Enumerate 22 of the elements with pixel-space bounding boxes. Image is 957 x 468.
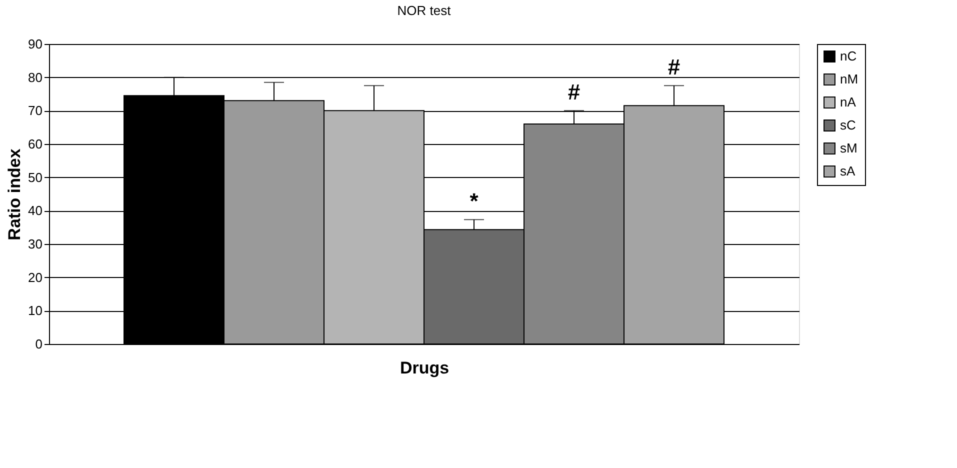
chart-title: NOR test (397, 3, 452, 18)
y-tick-label: 20 (28, 270, 42, 285)
legend-label: nM (840, 72, 858, 86)
legend-label: nC (840, 48, 857, 64)
legend-label: nA (840, 94, 856, 110)
data-label: # (668, 54, 680, 80)
y-tick-label: 50 (28, 170, 42, 185)
legend-label: sA (840, 164, 856, 178)
y-tick-label: 10 (28, 303, 42, 318)
data-label: # (568, 80, 580, 105)
y-tick-label: 60 (28, 136, 42, 152)
x-axis-title: Drugs (400, 358, 450, 378)
legend-label: sC (840, 118, 856, 132)
y-axis-title: Ratio index (5, 148, 24, 240)
y-tick-label: 80 (28, 70, 42, 85)
y-tick-label: 30 (28, 236, 42, 252)
y-tick-label: 70 (28, 103, 42, 118)
y-tick-label: 40 (28, 203, 42, 218)
legend-label: sM (840, 140, 858, 156)
y-tick-label: 90 (28, 36, 42, 52)
data-label: * (470, 188, 479, 214)
y-tick-label: 0 (35, 336, 42, 352)
